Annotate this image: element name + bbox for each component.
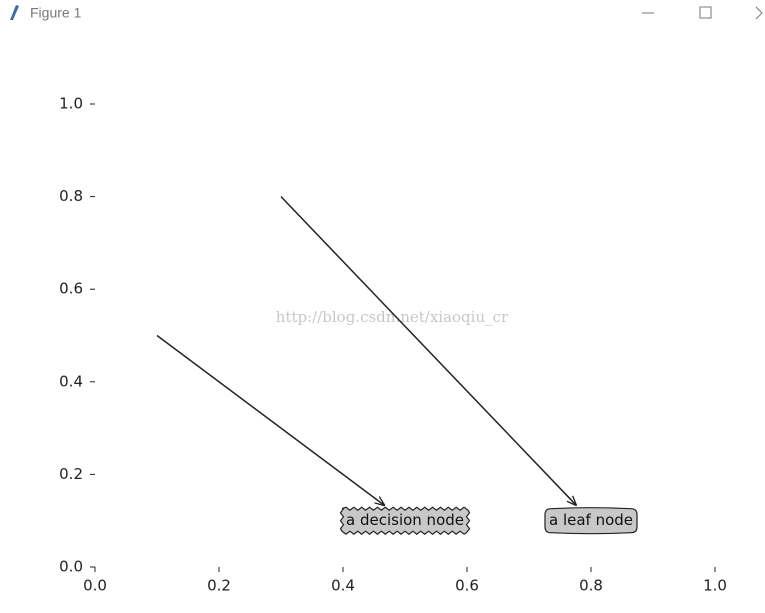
y-tick-label: 0.8 xyxy=(59,187,83,205)
x-tick-label: 0.8 xyxy=(579,577,603,595)
x-tick-label: 1.0 xyxy=(703,577,727,595)
x-tick-label: 0.4 xyxy=(331,577,355,595)
watermark: http://blog.csdn.net/xiaoqiu_cr xyxy=(276,308,509,326)
y-tick-label: 0.2 xyxy=(59,465,83,483)
y-tick-label: 1.0 xyxy=(59,95,83,113)
app-icon xyxy=(10,5,19,20)
node-label: a leaf node xyxy=(549,511,633,529)
node: a leaf node xyxy=(544,507,638,535)
y-tick-label: 0.4 xyxy=(59,372,83,390)
x-tick-label: 0.6 xyxy=(455,577,479,595)
window-title: Figure 1 xyxy=(30,5,82,21)
x-tick-label: 0.2 xyxy=(207,577,231,595)
maximize-button[interactable] xyxy=(699,6,712,19)
close-button[interactable] xyxy=(755,6,763,20)
node-box xyxy=(544,507,638,535)
x-tick-label: 0.0 xyxy=(83,577,107,595)
y-tick-label: 0.6 xyxy=(59,280,83,298)
y-tick-label: 0.0 xyxy=(59,558,83,576)
node: a decision node xyxy=(339,506,471,535)
arrow xyxy=(280,196,577,506)
node-label: a decision node xyxy=(346,511,464,529)
node-box xyxy=(339,506,471,535)
title-bar xyxy=(0,0,765,28)
arrow xyxy=(156,334,385,506)
plot-area: 0.0 0.2 0.4 0.6 0.8 1.0 0.0 0.2 0.4 0.6 0.8 1.0 http… xyxy=(59,95,727,595)
